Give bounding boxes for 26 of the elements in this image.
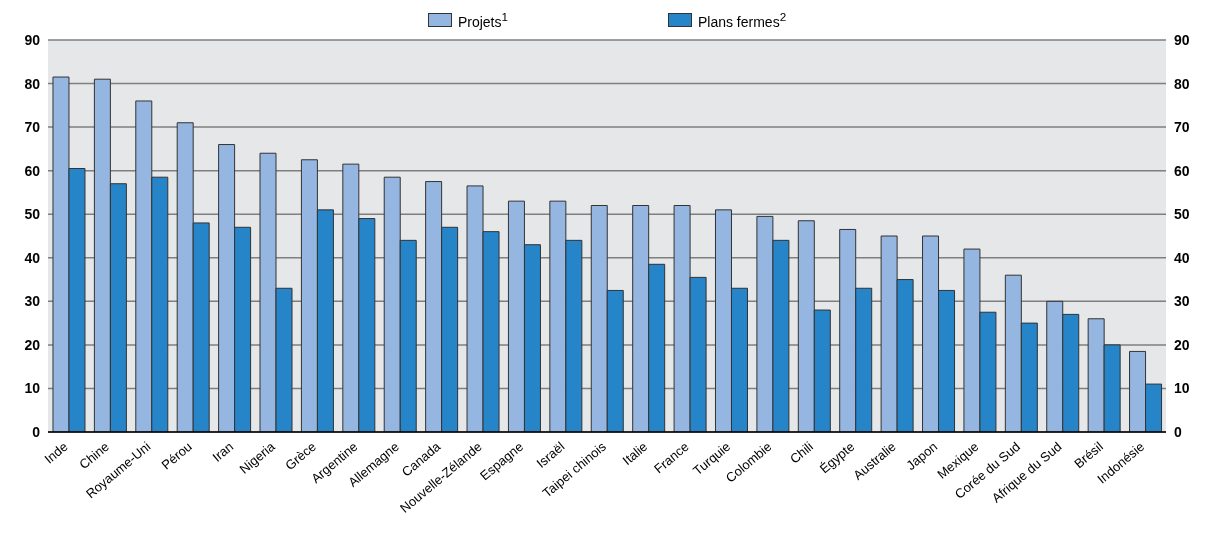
y2-tick-label: 30: [1174, 293, 1190, 310]
y2-tick-label: 20: [1174, 336, 1190, 353]
y2-tick-label: 0: [1174, 423, 1182, 440]
y-tick-label: 90: [24, 31, 41, 48]
y-tick-label: 0: [32, 423, 41, 440]
y-tick-label: 10: [24, 380, 41, 397]
x-tick-label: Inde: [41, 438, 71, 467]
y2-tick-label: 70: [1174, 119, 1190, 136]
y-tick-label: 60: [24, 162, 41, 179]
legend-label: Plans fermes$^{2}$: [697, 10, 787, 30]
y-tick-label: 40: [24, 249, 41, 266]
y-tick-label: 70: [24, 119, 41, 136]
y2-tick-label: 90: [1174, 31, 1190, 48]
y2-tick-label: 50: [1174, 206, 1190, 223]
y2-tick-label: 80: [1174, 75, 1190, 92]
y2-tick-label: 10: [1174, 380, 1190, 397]
legend-label: Projets$^{1}$: [457, 10, 508, 30]
x-tick-label: Chili: [786, 438, 817, 467]
y-tick-label: 20: [24, 336, 41, 353]
y2-tick-label: 60: [1174, 162, 1190, 179]
y2-tick-label: 40: [1174, 249, 1190, 266]
x-tick-label: Italie: [619, 438, 651, 468]
y-tick-label: 30: [24, 293, 41, 310]
y-tick-label: 80: [24, 75, 41, 92]
x-tick-label: Iran: [209, 438, 237, 465]
y-tick-label: 50: [24, 206, 41, 223]
